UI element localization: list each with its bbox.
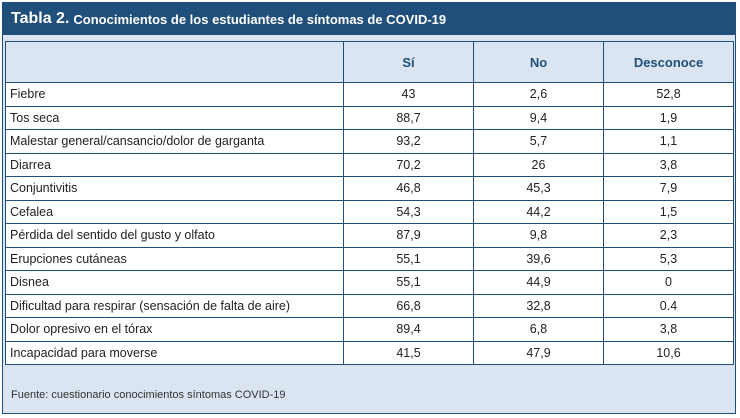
desconoce-cell: 1,9 [603,105,734,130]
si-cell: 70,2 [343,152,474,177]
symptom-cell: Malestar general/cansancio/dolor de garg… [5,129,344,154]
symptom-cell: Incapacidad para moverse [5,340,344,365]
table-source-note: Fuente: cuestionario conocimientos sínto… [11,389,286,401]
si-cell: 46,8 [343,176,474,201]
table-row: Diarrea 70,2 26 3,8 [5,152,734,177]
desconoce-cell: 1,5 [603,199,734,224]
desconoce-cell: 0.4 [603,293,734,318]
no-cell: 32,8 [473,293,604,318]
si-cell: 55,1 [343,270,474,295]
table-row: Cefalea 54,3 44,2 1,5 [5,199,734,224]
no-cell: 47,9 [473,340,604,365]
no-cell: 6,8 [473,317,604,342]
table-row: Malestar general/cansancio/dolor de garg… [5,129,734,154]
no-cell: 44,2 [473,199,604,224]
table-title-bar: Tabla 2. Conocimientos de los estudiante… [3,3,735,35]
table-row: Conjuntivitis 46,8 45,3 7,9 [5,176,734,201]
si-cell: 43 [343,82,474,107]
desconoce-cell: 10,6 [603,340,734,365]
si-cell: 93,2 [343,129,474,154]
header-desconoce: Desconoce [603,41,734,83]
no-cell: 9,8 [473,223,604,248]
table-title: Conocimientos de los estudiantes de sínt… [73,11,447,27]
desconoce-cell: 3,8 [603,317,734,342]
symptoms-table: Sí No Desconoce Fiebre 43 2,6 52,8 Tos seca 8… [5,41,734,365]
desconoce-cell: 3,8 [603,152,734,177]
si-cell: 66,8 [343,293,474,318]
header-row: Sí No Desconoce [5,41,734,83]
symptom-cell: Cefalea [5,199,344,224]
symptom-cell: Disnea [5,270,344,295]
desconoce-cell: 0 [603,270,734,295]
no-cell: 26 [473,152,604,177]
table-body: Fiebre 43 2,6 52,8 Tos seca 88,7 9,4 1,9 Malesta… [5,82,734,365]
si-cell: 89,4 [343,317,474,342]
desconoce-cell: 52,8 [603,82,734,107]
si-cell: 87,9 [343,223,474,248]
symptom-cell: Conjuntivitis [5,176,344,201]
symptom-cell: Fiebre [5,82,344,107]
symptom-cell: Dificultad para respirar (sensación de f… [5,293,344,318]
si-cell: 88,7 [343,105,474,130]
header-si: Sí [343,41,474,83]
symptom-cell: Erupciones cutáneas [5,246,344,271]
no-cell: 2,6 [473,82,604,107]
table-row: Incapacidad para moverse 41,5 47,9 10,6 [5,340,734,365]
desconoce-cell: 5,3 [603,246,734,271]
desconoce-cell: 1,1 [603,129,734,154]
symptom-cell: Pérdida del sentido del gusto y olfato [5,223,344,248]
desconoce-cell: 7,9 [603,176,734,201]
symptom-cell: Dolor opresivo en el tórax [5,317,344,342]
no-cell: 5,7 [473,129,604,154]
si-cell: 41,5 [343,340,474,365]
si-cell: 55,1 [343,246,474,271]
header-no: No [473,41,604,83]
table-row: Tos seca 88,7 9,4 1,9 [5,105,734,130]
table-row: Erupciones cutáneas 55,1 39,6 5,3 [5,246,734,271]
table-row: Dificultad para respirar (sensación de f… [5,293,734,318]
no-cell: 45,3 [473,176,604,201]
symptom-cell: Tos seca [5,105,344,130]
si-cell: 54,3 [343,199,474,224]
no-cell: 39,6 [473,246,604,271]
desconoce-cell: 2,3 [603,223,734,248]
table-row: Fiebre 43 2,6 52,8 [5,82,734,107]
header-blank [5,41,344,83]
table-number: Tabla 2. [11,10,70,27]
table-frame: Tabla 2. Conocimientos de los estudiante… [2,2,736,414]
no-cell: 9,4 [473,105,604,130]
table-row: Pérdida del sentido del gusto y olfato 87… [5,223,734,248]
symptom-cell: Diarrea [5,152,344,177]
table-row: Disnea 55,1 44,9 0 [5,270,734,295]
no-cell: 44,9 [473,270,604,295]
table-row: Dolor opresivo en el tórax 89,4 6,8 3,8 [5,317,734,342]
